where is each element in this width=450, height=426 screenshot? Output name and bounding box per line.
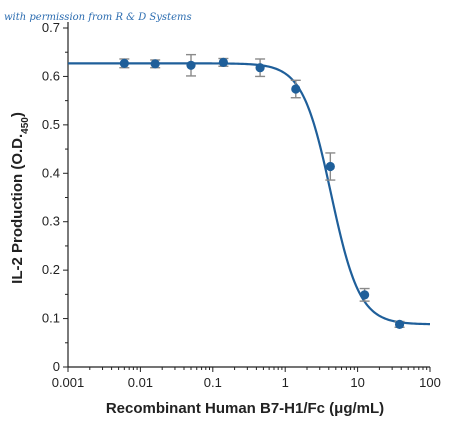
y-tick-label: 0: [53, 359, 60, 374]
data-point: [360, 290, 370, 300]
fit-curve: [68, 62, 431, 326]
x-axis-title: Recombinant Human B7-H1/Fc (μg/mL): [106, 400, 384, 417]
x-tick-label: 10: [350, 375, 364, 390]
axes: [67, 22, 430, 368]
y-tick-label: 0.7: [42, 20, 60, 35]
y-tick-label: 0.4: [42, 165, 60, 180]
permission-watermark: with permission from R & D Systems: [4, 12, 192, 23]
y-tick-label: 0.2: [42, 262, 60, 277]
data-point: [218, 57, 228, 67]
ticks: 0.001 0.01 0.1 1 10 100 0 0.1 0.2 0.3 0.4 0.5 0.6 0.7: [42, 20, 441, 390]
y-tick-label: 0.6: [42, 68, 60, 83]
data-point: [394, 319, 405, 329]
data-point: [186, 60, 196, 70]
data-point: [255, 63, 265, 73]
data-point: [325, 161, 335, 172]
data-point: [150, 59, 160, 69]
x-tick-label: 0.1: [204, 375, 222, 390]
y-axis-title: IL-2 Production (O.D.450): [9, 112, 31, 284]
data-point: [291, 84, 301, 94]
data-point: [119, 58, 129, 68]
y-tick-label: 0.5: [42, 117, 60, 132]
error-bars: [119, 53, 405, 328]
x-tick-label: 1: [282, 375, 289, 390]
x-tick-label: 0.01: [128, 375, 153, 390]
x-tick-label: 0.001: [52, 375, 85, 390]
x-tick-label: 100: [419, 375, 441, 390]
y-tick-label: 0.1: [42, 311, 60, 326]
y-axis-title-subscript: 450: [20, 117, 31, 134]
fit-curve-group: [68, 62, 431, 326]
data-points: [119, 57, 405, 329]
y-axis-title-close: ): [9, 112, 26, 117]
y-tick-label: 0.3: [42, 214, 60, 229]
y-axis-title-main: IL-2 Production (O.D.: [9, 134, 26, 284]
